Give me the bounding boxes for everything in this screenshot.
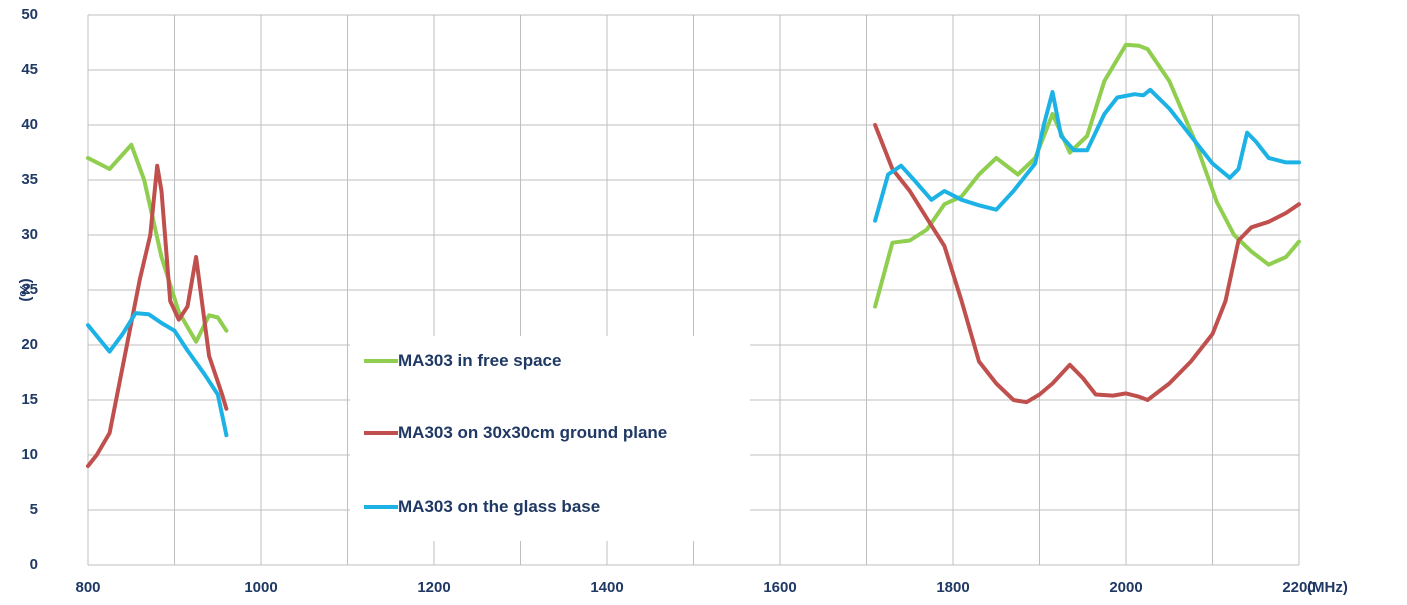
x-tick-label: 2000 (1109, 579, 1142, 596)
series-line (86, 87, 1301, 438)
legend-swatch (364, 505, 398, 509)
y-tick-label: 10 (21, 446, 38, 463)
y-axis-label: (%) (17, 278, 34, 301)
x-tick-label: 800 (75, 579, 100, 596)
y-tick-label: 25 (21, 281, 38, 298)
y-tick-label: 50 (21, 6, 38, 23)
y-tick-label: 0 (30, 556, 38, 573)
x-axis-label: (MHz) (1307, 579, 1348, 596)
legend-swatch (364, 431, 398, 435)
legend-label: MA303 on 30x30cm ground plane (398, 423, 668, 442)
y-tick-label: 20 (21, 336, 38, 353)
x-tick-label: 1000 (244, 579, 277, 596)
y-tick-label: 5 (30, 501, 38, 518)
x-tick-label: 1200 (417, 579, 450, 596)
series-line (86, 123, 1301, 468)
y-tick-label: 15 (21, 391, 38, 408)
x-tick-label: 1800 (936, 579, 969, 596)
x-tick-label: 1400 (590, 579, 623, 596)
legend-entry: MA303 on 30x30cm ground plane (364, 422, 738, 444)
legend-entry: MA303 in free space (364, 350, 738, 372)
legend: MA303 in free space MA303 on 30x30cm grou… (350, 336, 750, 541)
y-tick-label: 35 (21, 171, 38, 188)
y-tick-label: 45 (21, 61, 38, 78)
x-tick-label: 2200 (1282, 579, 1315, 596)
legend-swatch (364, 359, 398, 363)
legend-label: MA303 in free space (398, 351, 562, 370)
y-tick-label: 30 (21, 226, 38, 243)
y-tick-label: 40 (21, 116, 38, 133)
legend-label: MA303 on the glass base (398, 497, 601, 516)
x-tick-label: 1600 (763, 579, 796, 596)
legend-entry: MA303 on the glass base (364, 496, 738, 518)
